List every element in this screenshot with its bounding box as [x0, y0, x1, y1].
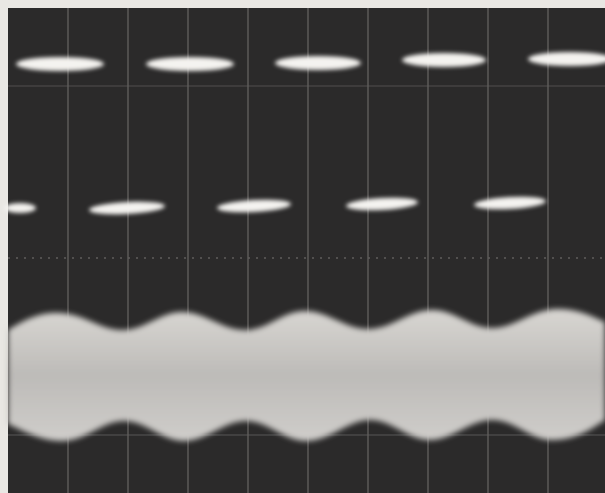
pulse — [146, 57, 234, 71]
pulse — [4, 203, 36, 213]
pulse — [275, 56, 361, 70]
pulse — [16, 57, 104, 71]
pulse — [402, 53, 486, 67]
pulse — [474, 196, 546, 210]
pulse — [528, 52, 605, 66]
modulated-band — [8, 309, 605, 441]
pulse — [89, 201, 165, 215]
pulse — [217, 199, 291, 213]
pulse — [346, 197, 418, 211]
pulse-row-middle — [4, 196, 546, 215]
pulse-row-top — [16, 52, 605, 71]
